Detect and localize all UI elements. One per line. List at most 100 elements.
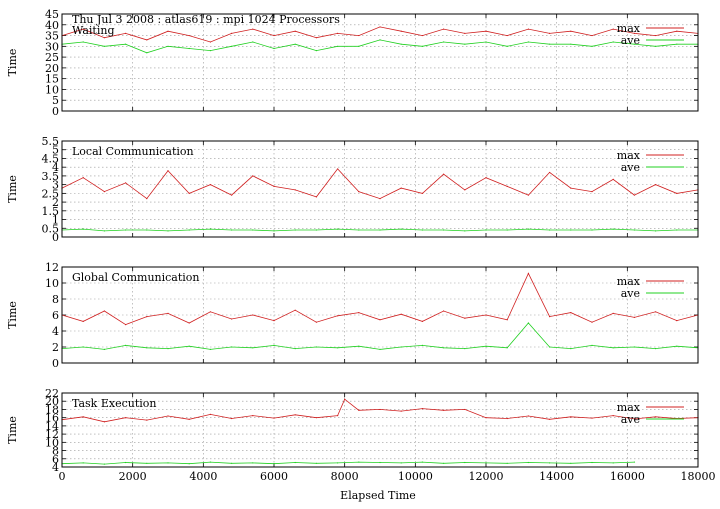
data-point-max — [82, 416, 84, 418]
y-tick-label: 3 — [52, 179, 59, 192]
data-point-ave — [421, 344, 423, 346]
data-point-max — [337, 415, 339, 417]
y-tick-label: 4 — [52, 325, 59, 338]
data-point-ave — [400, 43, 402, 45]
data-point-ave — [633, 229, 636, 231]
data-point-max — [294, 309, 296, 311]
data-point-ave — [167, 462, 169, 464]
data-point-ave — [527, 41, 530, 43]
data-point-ave — [591, 461, 593, 464]
panel-frame — [61, 13, 699, 112]
data-point-max — [231, 194, 233, 196]
data-point-ave — [443, 229, 445, 231]
data-point-max — [209, 311, 211, 313]
data-point-max — [103, 310, 105, 312]
data-point-ave — [591, 229, 593, 231]
data-point-ave — [146, 462, 148, 464]
data-point-max — [527, 194, 530, 196]
data-point-ave — [549, 43, 551, 45]
data-point-ave — [337, 45, 339, 47]
data-point-ave — [612, 41, 614, 43]
y-tick-label: 8 — [52, 293, 59, 306]
y-tick-label: 4.5 — [42, 152, 60, 165]
data-point-ave — [252, 347, 254, 349]
data-point-ave — [570, 229, 572, 231]
y-tick-label: 20 — [45, 62, 59, 75]
data-point-ave — [379, 39, 381, 41]
data-point-ave — [612, 462, 614, 464]
data-point-max — [527, 415, 530, 417]
y-tick-label: 8 — [52, 445, 59, 458]
data-point-max — [82, 320, 84, 322]
y-tick-label: 6 — [52, 453, 59, 466]
data-point-max — [103, 37, 105, 39]
data-point-ave — [315, 50, 317, 52]
data-point-max — [443, 310, 445, 312]
data-point-max — [358, 34, 360, 37]
data-point-ave — [506, 347, 508, 349]
y-tick-label: 45 — [45, 8, 59, 21]
data-point-ave — [252, 41, 254, 43]
data-point-ave — [337, 462, 339, 464]
y-tick-label: 2 — [52, 341, 59, 354]
data-point-ave — [443, 347, 445, 349]
y-tick-label: 15 — [45, 73, 59, 86]
data-point-ave — [358, 229, 360, 231]
y-tick-label: 18 — [45, 403, 59, 416]
data-point-ave — [464, 230, 466, 232]
data-point-max — [252, 175, 254, 177]
y-tick-label: 35 — [45, 30, 59, 43]
data-point-ave — [82, 462, 84, 464]
data-point-ave — [273, 230, 275, 232]
data-point-ave — [294, 461, 296, 464]
data-point-max — [294, 30, 296, 32]
data-point-max — [633, 32, 636, 35]
data-point-max — [485, 30, 487, 32]
data-point-max — [146, 419, 148, 421]
data-point-ave — [82, 346, 84, 348]
data-point-max — [443, 409, 445, 411]
data-point-max — [379, 408, 381, 411]
data-point-max — [358, 191, 360, 193]
data-point-ave — [570, 348, 572, 350]
data-point-ave — [273, 463, 275, 465]
y-tick-label: 10 — [45, 277, 59, 290]
data-point-ave — [146, 52, 148, 54]
data-point-max — [655, 34, 657, 37]
data-point-ave — [103, 45, 105, 47]
data-point-max — [591, 417, 593, 419]
y-axis-title: Time — [6, 49, 19, 77]
y-axis-title: Time — [6, 416, 19, 444]
x-tick-label: 6000 — [260, 470, 288, 483]
y-tick-label: 20 — [45, 395, 59, 408]
data-point-ave — [655, 45, 657, 47]
data-point-max — [315, 37, 317, 39]
data-point-max — [358, 409, 360, 411]
data-point-ave — [400, 346, 402, 348]
data-point-max — [633, 316, 636, 318]
data-point-max — [146, 316, 148, 318]
series-line-max — [61, 168, 699, 200]
data-point-max — [344, 398, 346, 400]
data-point-ave — [188, 345, 190, 347]
data-point-ave — [506, 462, 508, 464]
data-point-ave — [231, 346, 233, 348]
x-tick-label: 8000 — [331, 470, 359, 483]
data-point-ave — [655, 348, 657, 350]
data-point-max — [273, 320, 275, 322]
y-tick-label: 14 — [45, 420, 59, 433]
data-point-max — [591, 34, 593, 37]
data-point-max — [421, 320, 423, 322]
data-point-max — [252, 314, 254, 316]
data-point-max — [612, 28, 614, 30]
panel-title: Local Communication — [72, 145, 194, 158]
data-point-ave — [485, 229, 487, 231]
data-point-ave — [379, 461, 381, 464]
data-point-ave — [527, 461, 530, 464]
data-point-max — [549, 316, 551, 318]
data-point-max — [146, 39, 148, 41]
y-tick-label: 5 — [52, 94, 59, 107]
data-point-max — [506, 185, 508, 187]
data-point-ave — [633, 43, 636, 45]
